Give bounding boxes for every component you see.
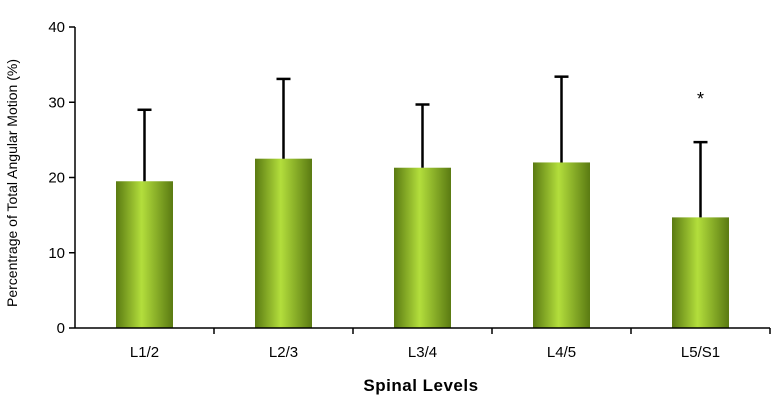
y-axis-title: Percentrage of Total Angular Motion (%) bbox=[4, 59, 20, 307]
x-tick-label: L1/2 bbox=[130, 344, 159, 361]
y-tick-label: 30 bbox=[48, 94, 65, 111]
x-tick-label: L5/S1 bbox=[681, 344, 720, 361]
y-tick-label: 20 bbox=[48, 170, 65, 187]
x-axis-title: Spinal Levels bbox=[363, 376, 478, 395]
bars-layer bbox=[116, 158, 729, 328]
y-tick-label: 0 bbox=[57, 320, 65, 337]
bar-l4-5 bbox=[533, 162, 590, 328]
y-tick-label: 40 bbox=[48, 19, 65, 36]
y-tick-label: 10 bbox=[48, 245, 65, 262]
y-ticks: 0 10 20 30 40 bbox=[48, 19, 75, 337]
x-tick-label: L3/4 bbox=[408, 344, 437, 361]
annotations: * bbox=[697, 89, 704, 109]
error-bars-layer bbox=[137, 75, 708, 218]
bar-l5-s1 bbox=[672, 217, 729, 328]
bar-l3-4 bbox=[394, 167, 451, 328]
x-tick-label: L2/3 bbox=[269, 344, 298, 361]
x-ticks: L1/2 L2/3 L3/4 L4/5 L5/S1 bbox=[130, 328, 771, 361]
significance-marker: * bbox=[697, 89, 704, 109]
bar-l2-3 bbox=[255, 158, 312, 328]
bar-l1-2 bbox=[116, 181, 173, 328]
x-tick-label: L4/5 bbox=[547, 344, 576, 361]
